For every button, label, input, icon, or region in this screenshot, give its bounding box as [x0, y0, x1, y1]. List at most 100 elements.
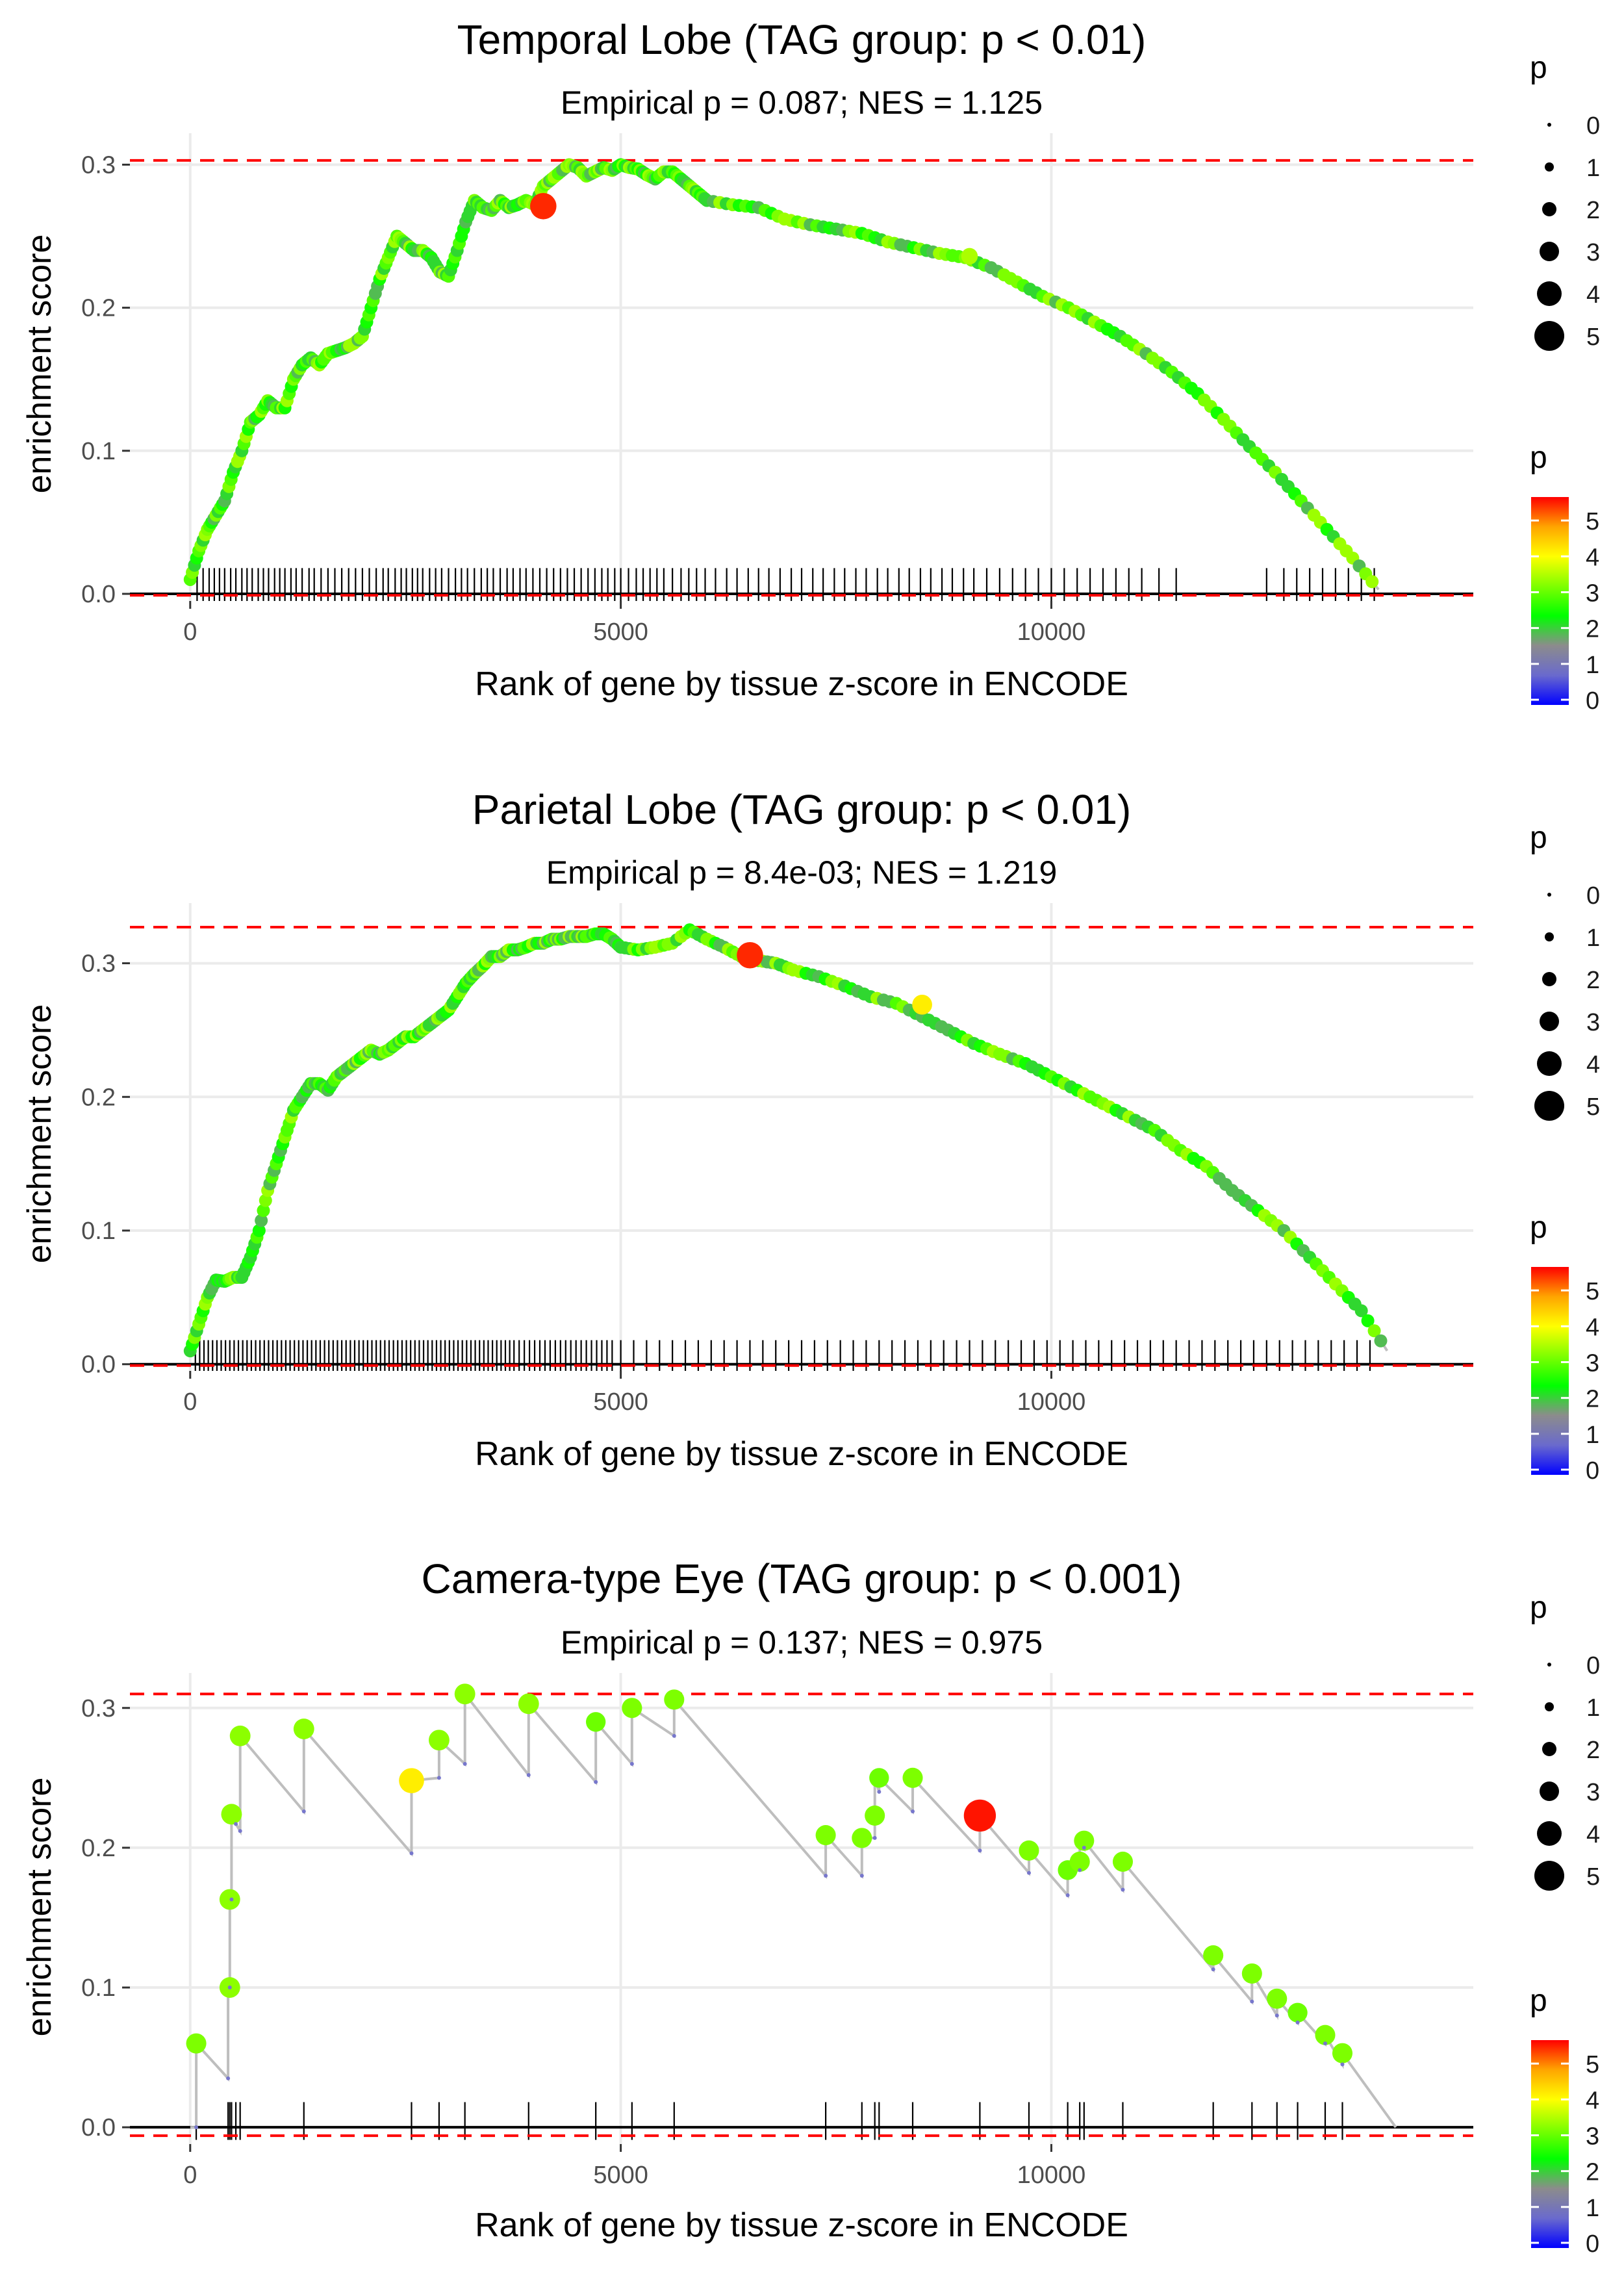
- size-legend-label: 5: [1586, 1863, 1600, 1891]
- size-legend: p 0 1 2 3 4 5: [1530, 1591, 1600, 1891]
- enrichment-point: [1340, 2062, 1345, 2067]
- size-legend-dot: [1534, 321, 1564, 351]
- x-tick-label: 0: [183, 619, 197, 646]
- x-tick-label: 5000: [593, 2162, 648, 2189]
- size-legend-label: 3: [1586, 1009, 1600, 1036]
- color-legend: p 0 1 2 3 4 5: [1530, 441, 1599, 715]
- colorbar-label: 5: [1586, 1278, 1599, 1305]
- enrichment-point: [194, 2125, 199, 2130]
- panel-camera-type-eye: Camera-type Eye (TAG group: p < 0.001) E…: [21, 1555, 1600, 2258]
- enrichment-point: [902, 1767, 923, 1788]
- enrichment-point: [1295, 2020, 1300, 2025]
- panel-temporal-lobe: Temporal Lobe (TAG group: p < 0.01) Empi…: [21, 16, 1600, 715]
- chart-title: Temporal Lobe (TAG group: p < 0.01): [457, 16, 1147, 63]
- size-legend-dot: [1547, 123, 1551, 127]
- colorbar-label: 1: [1586, 2195, 1599, 2222]
- y-tick-label: 0.0: [81, 2114, 116, 2141]
- colorbar-label: 3: [1586, 580, 1599, 607]
- enrichment-point: [594, 1780, 598, 1784]
- size-legend-label: 5: [1586, 324, 1600, 351]
- y-axis-label: enrichment score: [21, 1004, 58, 1264]
- enrichment-point: [852, 1828, 872, 1848]
- enrichment-point: [737, 941, 763, 969]
- enrichment-point: [1315, 2025, 1336, 2045]
- enrichment-point: [229, 1725, 251, 1746]
- enrichment-point: [865, 1805, 885, 1826]
- enrichment-point: [399, 1768, 424, 1793]
- enrichment-point: [1361, 1314, 1375, 1327]
- size-legend-label: 0: [1586, 1652, 1600, 1680]
- panel-parietal-lobe: Parietal Lobe (TAG group: p < 0.01) Empi…: [21, 786, 1600, 1485]
- size-legend-label: 4: [1586, 281, 1600, 309]
- colorbar-label: 0: [1586, 687, 1599, 715]
- chart-subtitle: Empirical p = 0.137; NES = 0.975: [561, 1624, 1043, 1661]
- size-legend-dot: [1534, 1861, 1564, 1891]
- size-legend-dot: [1542, 1742, 1556, 1756]
- colorbar-label: 5: [1586, 2051, 1599, 2078]
- size-legend-label: 2: [1586, 967, 1600, 994]
- chart-subtitle: Empirical p = 0.087; NES = 1.125: [561, 84, 1043, 121]
- size-legend-label: 1: [1586, 1694, 1600, 1722]
- size-legend-label: 2: [1586, 197, 1600, 224]
- size-legend-dot: [1540, 1782, 1559, 1801]
- size-legend: p 0 1 2 3 4 5: [1530, 51, 1600, 351]
- x-tick-label: 10000: [1017, 619, 1086, 646]
- size-legend-dot: [1542, 972, 1556, 986]
- colorbar-label: 4: [1586, 1314, 1599, 1341]
- y-tick-label: 0.3: [81, 951, 116, 978]
- enrichment-point: [1082, 1845, 1086, 1850]
- size-legend: p 0 1 2 3 4 5: [1530, 821, 1600, 1121]
- size-legend-label: 1: [1586, 925, 1600, 952]
- enrichment-point: [911, 1809, 915, 1813]
- enrichment-point: [229, 1897, 234, 1902]
- size-legend-title: p: [1530, 51, 1547, 85]
- size-legend-label: 0: [1586, 882, 1600, 910]
- y-axis-label: enrichment score: [21, 235, 58, 494]
- enrichment-point: [257, 1204, 270, 1218]
- x-axis-label: Rank of gene by tissue z-score in ENCODE: [475, 665, 1128, 703]
- enrichment-point: [1069, 1851, 1090, 1872]
- size-legend-label: 3: [1586, 239, 1600, 266]
- size-legend-dot: [1537, 1051, 1562, 1076]
- colorbar-label: 5: [1586, 508, 1599, 535]
- size-legend-dot: [1547, 1663, 1551, 1667]
- enrichment-point: [1203, 1945, 1224, 1966]
- colorbar: [1531, 497, 1569, 705]
- chart-subtitle: Empirical p = 8.4e-03; NES = 1.219: [546, 854, 1058, 891]
- color-legend-title: p: [1530, 1210, 1547, 1245]
- chart-title: Camera-type Eye (TAG group: p < 0.001): [422, 1555, 1182, 1602]
- enrichment-point: [1288, 2002, 1308, 2023]
- color-legend: p 0 1 2 3 4 5: [1530, 1210, 1599, 1485]
- enrichment-point: [409, 1851, 414, 1856]
- size-legend-label: 4: [1586, 1821, 1600, 1848]
- enrichment-point: [869, 1768, 889, 1788]
- x-tick-label: 0: [183, 2162, 197, 2189]
- y-tick-label: 0.2: [81, 1835, 116, 1862]
- size-legend-dot: [1540, 1012, 1559, 1031]
- chart-title: Parietal Lobe (TAG group: p < 0.01): [472, 786, 1132, 833]
- colorbar-label: 2: [1586, 1386, 1599, 1413]
- enrichment-curve: [190, 1690, 1397, 2129]
- enrichment-point: [1250, 1999, 1254, 2004]
- x-axis-label: Rank of gene by tissue z-score in ENCODE: [475, 1435, 1128, 1473]
- colorbar-label: 4: [1586, 2087, 1599, 2114]
- colorbar-label: 2: [1586, 2159, 1599, 2186]
- enrichment-point: [629, 1761, 634, 1766]
- hit-tick-rug: [195, 2102, 1343, 2140]
- color-legend-title: p: [1530, 441, 1547, 475]
- enrichment-point: [293, 1718, 314, 1739]
- enrichment-curve: [188, 163, 1380, 591]
- enrichment-point: [859, 1873, 864, 1878]
- size-legend-dot: [1545, 162, 1554, 172]
- enrichment-points: [183, 923, 1388, 1358]
- enrichment-point: [1078, 1868, 1082, 1872]
- y-tick-label: 0.1: [81, 1974, 116, 2002]
- x-axis-label: Rank of gene by tissue z-score in ENCODE: [475, 2206, 1128, 2244]
- size-legend-label: 0: [1586, 112, 1600, 140]
- enrichment-point: [622, 1698, 642, 1718]
- size-legend-title: p: [1530, 1591, 1547, 1625]
- color-legend-title: p: [1530, 1984, 1547, 2018]
- enrichment-point: [912, 995, 932, 1015]
- enrichment-point: [259, 1194, 272, 1207]
